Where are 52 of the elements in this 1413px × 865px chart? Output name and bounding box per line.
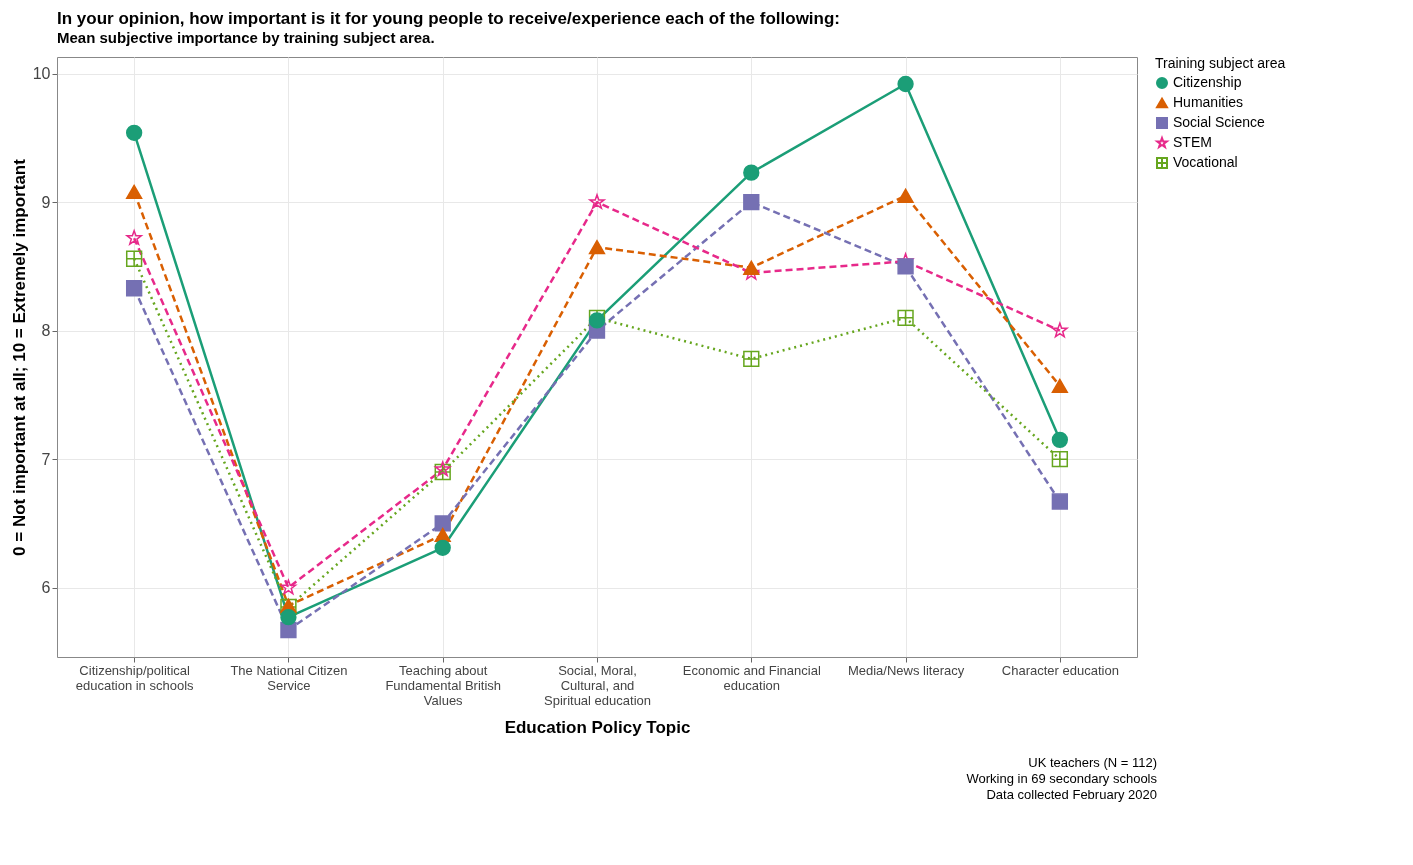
- x-tick-label: Citizenship/political education in schools: [75, 662, 195, 693]
- point: [1051, 493, 1069, 510]
- point: [1052, 322, 1068, 338]
- point: [434, 515, 451, 532]
- y-tick-label: 7: [41, 450, 51, 468]
- point: [280, 579, 297, 595]
- x-tick-label: Media/News literacy: [847, 662, 965, 678]
- text: Data collected February 2020: [986, 787, 1157, 802]
- x-tick-label: Character education: [1001, 662, 1119, 678]
- point: [125, 184, 143, 200]
- point: [125, 280, 143, 297]
- x-tick-label: Social, Moral, Cultural, and Spiritual education: [544, 662, 651, 708]
- point: [589, 194, 605, 209]
- point: [434, 539, 451, 556]
- point: [1051, 450, 1069, 468]
- y-tick-label: 6: [41, 579, 51, 597]
- point: [126, 229, 142, 245]
- x-tick-label: The National Citizen Service: [230, 662, 348, 693]
- legend-label: Humanities: [1173, 94, 1244, 110]
- point: [434, 461, 451, 477]
- x-tick-label: Teaching about Fundamental British Values: [385, 662, 502, 708]
- legend-label: STEM: [1173, 134, 1212, 150]
- legend-label: Citizenship: [1173, 74, 1242, 90]
- point: [743, 164, 760, 181]
- point: [125, 124, 143, 141]
- point: [743, 260, 760, 275]
- y-tick-label: 9: [41, 193, 51, 211]
- point: [897, 258, 914, 275]
- point: [743, 194, 760, 211]
- point: [1051, 378, 1069, 394]
- point: [280, 621, 297, 639]
- chart-subtitle: Mean subjective importance by training subject area.: [57, 29, 435, 46]
- x-tick-label: Economic and Financial education: [682, 662, 821, 693]
- point: [434, 463, 451, 481]
- point: [897, 188, 914, 203]
- point: [125, 250, 143, 267]
- text: UK teachers (N = 112): [1028, 755, 1157, 770]
- point: [1051, 431, 1069, 449]
- text: Working in 69 secondary schools: [966, 771, 1158, 786]
- y-axis-title: 0 = Not important at all; 10 = Extremely important: [9, 158, 29, 556]
- point: [743, 350, 760, 368]
- legend-label: Social Science: [1173, 114, 1266, 130]
- y-tick-label: 8: [41, 322, 51, 340]
- y-tick-label: 10: [32, 65, 51, 83]
- chart-title: In your opinion, how important is it for young people to receive/experience each of the following:: [57, 9, 841, 28]
- x-axis-title: Education Policy Topic: [504, 717, 691, 737]
- point: [588, 239, 606, 255]
- legend-label: Vocational: [1173, 154, 1238, 170]
- legend-title: Training subject area: [1155, 55, 1286, 71]
- point: [897, 309, 914, 326]
- point: [897, 75, 914, 93]
- point: [280, 609, 297, 626]
